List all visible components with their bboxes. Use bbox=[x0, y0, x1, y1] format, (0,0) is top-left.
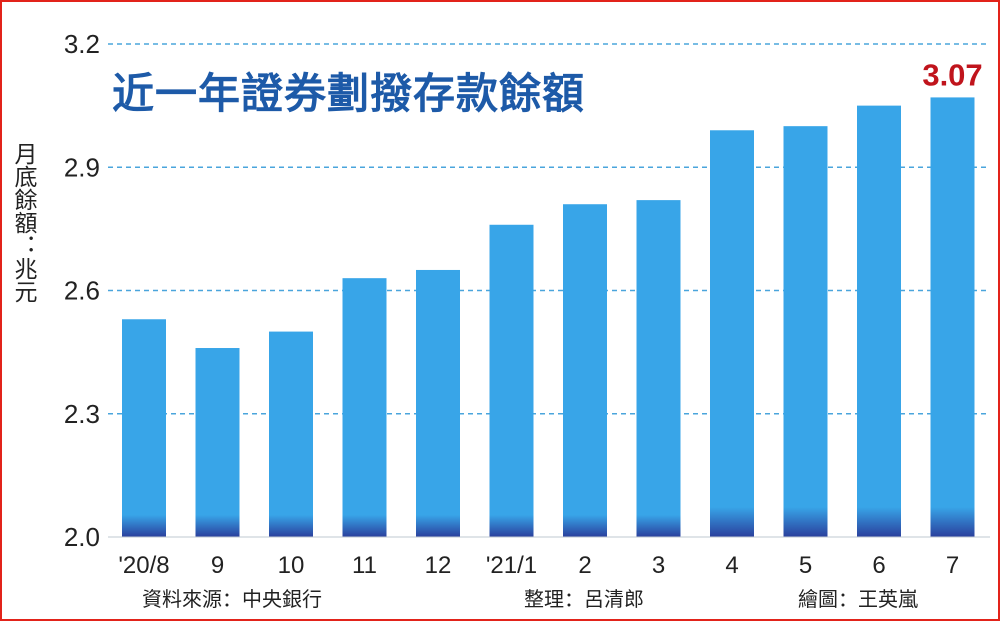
x-tick-label: 6 bbox=[872, 552, 885, 579]
x-tick-label: '21/1 bbox=[486, 552, 537, 579]
bar-base-shade bbox=[857, 507, 901, 537]
x-tick-label: 10 bbox=[278, 552, 305, 579]
bar-group bbox=[636, 200, 681, 537]
x-tick-label: 11 bbox=[352, 552, 377, 579]
bar-base-shade bbox=[930, 507, 975, 537]
x-tick-label: '20/8 bbox=[118, 552, 169, 579]
bar-group bbox=[783, 126, 828, 538]
bar-group bbox=[930, 97, 975, 538]
bar-group bbox=[710, 130, 754, 537]
bar-base-shade bbox=[636, 515, 681, 537]
bar bbox=[857, 105, 901, 537]
bar bbox=[636, 200, 681, 537]
bar-group bbox=[342, 278, 387, 537]
bar bbox=[122, 319, 166, 537]
bar bbox=[930, 97, 975, 538]
bar bbox=[269, 331, 313, 537]
bar bbox=[195, 348, 240, 537]
bar-base-shade bbox=[342, 515, 387, 537]
x-tick-label: 5 bbox=[799, 552, 812, 579]
bar-group bbox=[857, 105, 901, 537]
x-tick-label: 2 bbox=[578, 552, 591, 579]
bar bbox=[710, 130, 754, 537]
y-tick-label: 2.3 bbox=[64, 399, 100, 429]
bar bbox=[783, 126, 828, 538]
y-tick-label: 2.9 bbox=[64, 152, 100, 182]
illustrator-credit: 繪圖：王英嵐 bbox=[798, 587, 918, 611]
bar-group bbox=[489, 224, 534, 537]
x-tick-label: 12 bbox=[425, 552, 452, 579]
y-axis-label: 月底餘額：兆元 bbox=[10, 142, 36, 303]
highlight-value-label: 3.07 bbox=[922, 57, 982, 92]
bar-base-shade bbox=[563, 515, 607, 537]
bar-base-shade bbox=[710, 507, 754, 537]
bar-base-shade bbox=[269, 515, 313, 537]
bar bbox=[489, 224, 534, 537]
bar bbox=[342, 278, 387, 537]
bar-group bbox=[195, 348, 240, 537]
bar bbox=[416, 269, 460, 537]
bar-group bbox=[563, 204, 607, 537]
y-tick-label: 2.0 bbox=[64, 522, 100, 552]
x-tick-label: 3 bbox=[652, 552, 665, 579]
source-credit: 資料來源：中央銀行 bbox=[142, 587, 322, 611]
chart-title: 近一年證券劃撥存款餘額 bbox=[112, 69, 586, 118]
x-tick-label: 9 bbox=[211, 552, 224, 579]
bar-group bbox=[416, 269, 460, 537]
bar-base-shade bbox=[195, 515, 240, 537]
bar bbox=[563, 204, 607, 537]
y-tick-label: 2.6 bbox=[64, 276, 100, 306]
bar-base-shade bbox=[122, 515, 166, 537]
bar-base-shade bbox=[783, 507, 828, 537]
y-tick-label: 3.2 bbox=[64, 29, 100, 59]
x-tick-label: 7 bbox=[946, 552, 959, 579]
editor-credit: 整理：呂清郎 bbox=[524, 587, 644, 611]
bar-base-shade bbox=[489, 515, 534, 537]
bar-base-shade bbox=[416, 515, 460, 537]
x-tick-label: 4 bbox=[725, 552, 738, 579]
bar-group bbox=[122, 319, 166, 537]
bar-group bbox=[269, 331, 313, 537]
